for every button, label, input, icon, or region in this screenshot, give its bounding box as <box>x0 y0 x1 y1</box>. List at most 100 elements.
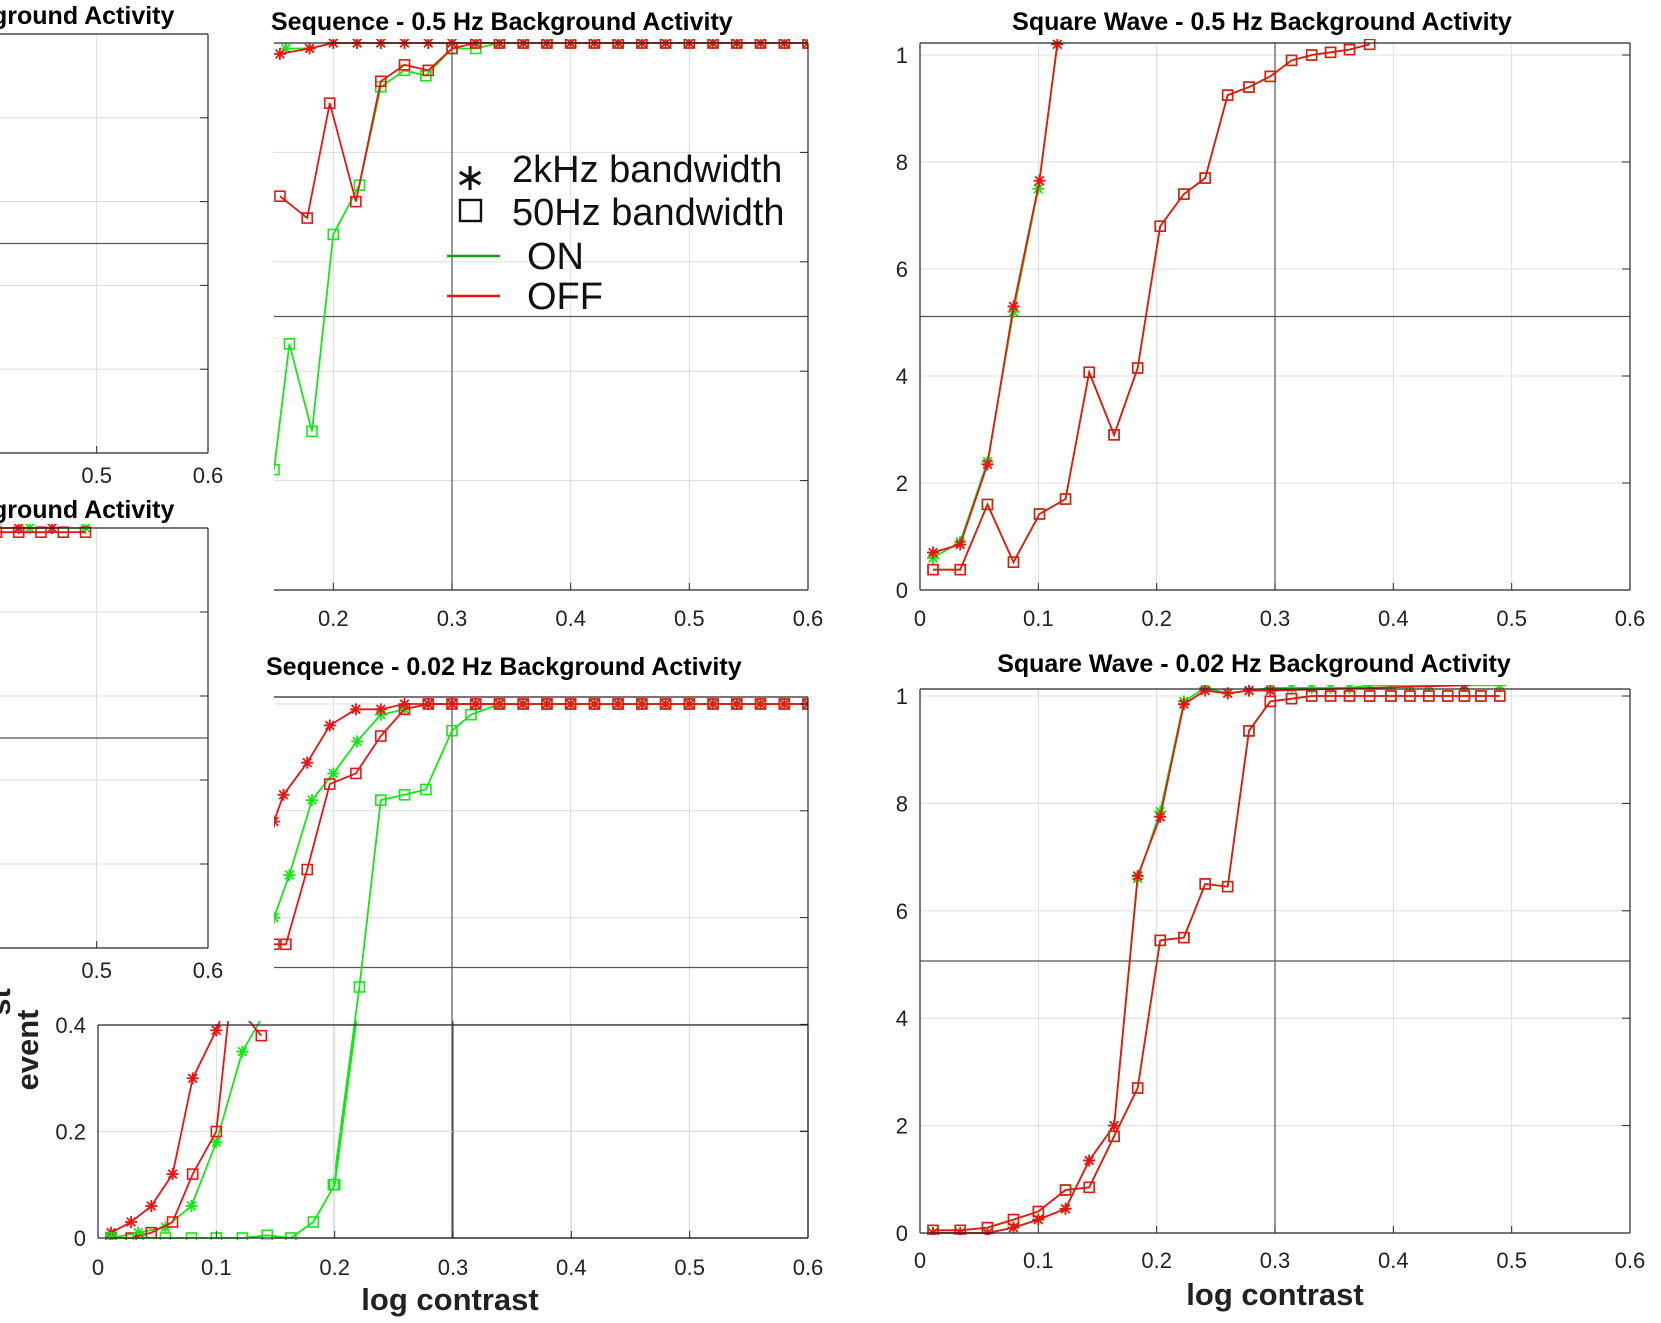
data-point-square <box>374 75 387 88</box>
x-tick-label: 0.4 <box>0 463 1 488</box>
data-point-square <box>261 1229 274 1240</box>
data-point-square <box>1285 54 1298 67</box>
series-line <box>933 695 1500 1232</box>
data-point-square <box>422 698 435 710</box>
data-point-star <box>1264 685 1277 697</box>
y-tick-label: 8 <box>896 150 908 175</box>
data-point-square <box>1285 692 1298 705</box>
x-tick-label: 0 <box>92 1255 104 1280</box>
data-point-square <box>1441 690 1454 702</box>
data-point-square <box>1032 1205 1045 1218</box>
data-point-square <box>564 698 577 710</box>
data-point-star <box>323 719 336 732</box>
legend: ∗ 2kHz bandwidth 50Hz bandwidth ON OFF <box>447 149 785 318</box>
data-point-star <box>125 1216 138 1228</box>
data-point-square <box>730 698 743 710</box>
series-line <box>933 685 1465 1234</box>
data-point-star <box>258 1008 270 1020</box>
data-point-square <box>1343 43 1356 56</box>
x-tick-label: 0.6 <box>793 1255 824 1280</box>
data-point-square <box>12 526 25 539</box>
panel-3: 0.2 0.3 0.4 0.5 0.6 Sequence - 0.5 Hz Backgr… <box>271 8 824 631</box>
data-point-square <box>588 698 601 710</box>
data-point-square <box>1363 690 1376 702</box>
data-point-star <box>1007 300 1020 313</box>
panel-5-title: Sequence - 0.02 Hz Background Activity <box>266 653 742 681</box>
legend-label-on: ON <box>527 236 584 278</box>
data-point-square <box>981 498 994 511</box>
data-point-square <box>1154 220 1167 232</box>
data-point-square <box>1243 725 1255 737</box>
data-point-square <box>446 698 458 710</box>
data-point-square <box>301 212 314 224</box>
y-tick-label: 0.2 <box>55 1120 86 1145</box>
x-tick-label: 0.5 <box>81 463 112 488</box>
data-point-square <box>166 1216 179 1228</box>
data-point-star <box>349 703 362 716</box>
data-point-square <box>1458 690 1471 702</box>
panel-5: Sequence - 0.02 Hz Background Activity <box>266 653 809 1239</box>
data-point-square <box>927 563 939 576</box>
data-point-star <box>185 1200 198 1212</box>
data-point-square <box>1404 690 1416 702</box>
data-point-square <box>283 338 296 350</box>
data-point-square <box>1221 89 1234 101</box>
data-point-square <box>1083 366 1096 379</box>
data-point-star <box>303 42 316 55</box>
data-point-square <box>1363 39 1376 51</box>
x-tick-label: 0.6 <box>193 958 224 983</box>
data-point-star <box>1199 685 1212 697</box>
y-tick-label: 4 <box>896 364 908 389</box>
x-tick-label: 0.5 <box>1496 606 1527 631</box>
legend-label-2khz: 2kHz bandwidth <box>512 149 782 191</box>
data-point-star <box>1059 1202 1072 1215</box>
data-point-square <box>636 698 648 710</box>
data-point-star <box>274 815 280 828</box>
y-tick-label: 0 <box>896 1221 908 1246</box>
data-point-square <box>1199 172 1211 184</box>
data-point-square <box>368 967 378 977</box>
x-tick-label: 0.3 <box>437 606 468 631</box>
y-tick-label: 0 <box>896 578 908 603</box>
data-point-star <box>274 47 286 60</box>
data-point-star <box>222 992 234 1004</box>
panel-2: 0.4 0.5 0.6 ground Activity <box>0 496 223 983</box>
panel-7-title: Square Wave - 0.02 Hz Background Activit… <box>997 650 1511 678</box>
legend-label-off: OFF <box>527 276 603 318</box>
data-point-square <box>186 1168 199 1180</box>
data-point-square <box>1059 1184 1072 1196</box>
y-tick-label: 0.4 <box>55 1013 86 1038</box>
data-point-star <box>327 767 340 780</box>
series-line <box>932 44 1059 554</box>
data-point-square <box>612 698 624 710</box>
x-tick-label: 0.5 <box>674 1255 705 1280</box>
x-tick-label: 0.4 <box>555 606 586 631</box>
data-point-square <box>1033 508 1046 520</box>
data-point-star <box>981 458 994 471</box>
x-tick-label: 0.6 <box>793 606 824 631</box>
data-point-square <box>1007 556 1020 568</box>
data-point-square <box>328 1178 341 1191</box>
series-line <box>111 1021 262 1239</box>
series-line <box>933 43 1370 571</box>
y-tick-label: 8 <box>896 791 908 816</box>
data-point-square <box>398 703 411 716</box>
panel-1-title: ground Activity <box>0 2 175 30</box>
data-point-square <box>374 794 387 806</box>
data-point-square <box>327 228 340 241</box>
data-point-star <box>277 788 290 801</box>
y-tick-label: 6 <box>896 899 908 924</box>
data-point-square <box>469 698 482 710</box>
data-point-square <box>353 981 366 993</box>
y-tick-label: 1 <box>896 43 908 68</box>
series-line <box>274 703 808 822</box>
series-line <box>274 703 808 946</box>
x-tick-label: 0.1 <box>1023 1248 1054 1273</box>
data-point-square <box>280 938 292 951</box>
data-point-star <box>1243 685 1255 697</box>
x-tick-label: 0.6 <box>1615 606 1646 631</box>
data-point-square <box>1199 878 1211 890</box>
data-point-star <box>1131 869 1144 882</box>
y-tick-label: 2 <box>896 1114 908 1139</box>
